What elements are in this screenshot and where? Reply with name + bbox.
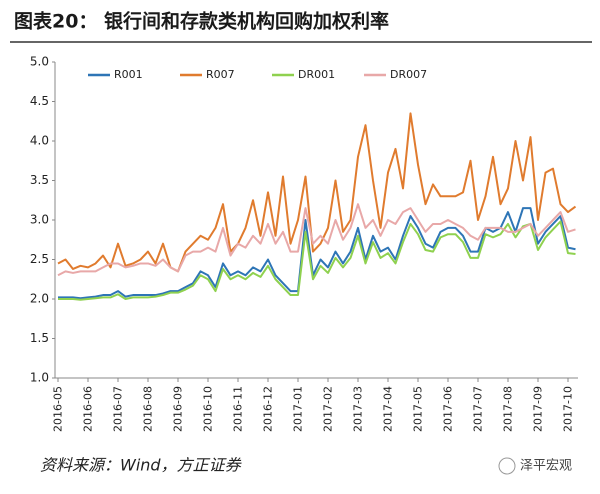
y-tick-label: 1.5: [30, 331, 49, 345]
x-tick-label: 2017-05: [412, 386, 425, 432]
x-tick-label: 2017-09: [532, 386, 545, 432]
x-tick-label: 2017-08: [502, 386, 515, 432]
legend-label: DR007: [390, 68, 427, 81]
x-tick-label: 2016-09: [172, 386, 185, 432]
y-tick-label: 1.0: [30, 371, 49, 385]
x-tick-label: 2017-01: [292, 386, 305, 432]
y-tick-label: 5.0: [30, 55, 49, 69]
x-tick-label: 2017-03: [352, 386, 365, 432]
x-tick-label: 2017-04: [382, 386, 395, 432]
y-tick-label: 2.5: [30, 252, 49, 266]
x-tick-label: 2017-06: [442, 386, 455, 432]
x-tick-label: 2017-10: [562, 386, 575, 432]
chart-title: 图表20： 银行间和存款类机构回购加权利率: [14, 10, 389, 33]
x-tick-label: 2016-11: [232, 386, 245, 432]
y-tick-label: 4.0: [30, 134, 49, 148]
watermark: 泽平宏观: [520, 459, 572, 474]
legend-label: R001: [114, 68, 143, 81]
x-tick-label: 2017-02: [322, 386, 335, 432]
series-line: [58, 207, 576, 300]
x-tick-label: 2016-12: [262, 386, 275, 432]
legend-label: DR001: [298, 68, 335, 81]
x-tick-label: 2016-08: [142, 386, 155, 432]
x-tick-label: 2016-05: [52, 386, 65, 432]
y-tick-label: 2.0: [30, 292, 49, 306]
series-line: [57, 203, 576, 277]
y-tick-label: 3.0: [30, 213, 49, 227]
series-line: [58, 220, 576, 301]
x-tick-label: 2016-07: [112, 386, 125, 432]
y-tick-label: 4.5: [30, 94, 49, 108]
watermark-icon: [498, 457, 516, 475]
source-note: 资料来源：Wind，方正证券: [40, 456, 243, 475]
y-tick-label: 3.5: [30, 173, 49, 187]
x-tick-label: 2016-06: [82, 386, 95, 432]
x-tick-label: 2016-10: [202, 386, 215, 432]
x-tick-label: 2017-07: [472, 386, 485, 432]
legend-label: R007: [206, 68, 235, 81]
series-line: [57, 112, 577, 273]
